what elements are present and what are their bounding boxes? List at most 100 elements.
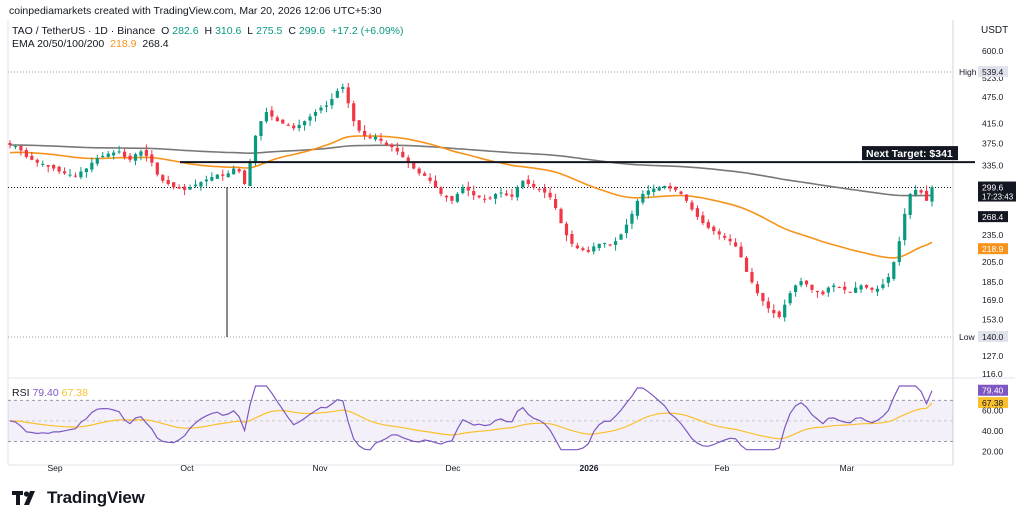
candle-body	[450, 195, 454, 201]
candle-body	[772, 309, 776, 314]
high-value: 539.4	[982, 67, 1004, 77]
candle-body	[286, 124, 290, 126]
candle-body	[52, 164, 56, 169]
candle-body	[379, 138, 383, 141]
ema50-box	[978, 243, 1008, 255]
ema-200-line	[10, 144, 933, 197]
candle-body	[412, 162, 416, 169]
candle-body	[684, 194, 689, 201]
currency-label[interactable]: USDT	[981, 25, 1009, 36]
candle-body	[406, 157, 410, 163]
countdown-value: 17:23:43	[982, 193, 1014, 202]
candle-body	[630, 213, 634, 224]
candle-body	[483, 198, 487, 200]
rsi-ma-line	[9, 402, 933, 440]
candle-body	[144, 150, 148, 156]
candle-body	[319, 107, 323, 111]
candle-body	[635, 200, 639, 216]
candle-body	[488, 197, 492, 199]
candle-body	[177, 186, 181, 189]
candle-body	[363, 130, 367, 136]
candle-body	[41, 163, 45, 165]
candle-body	[559, 208, 563, 224]
candle-body	[139, 151, 143, 156]
ema-legend: EMA 20/50/100/200 218.9 268.4	[12, 38, 172, 50]
candle-body	[106, 153, 110, 157]
candle-body	[586, 249, 590, 252]
target-label: Next Target: $341	[866, 148, 953, 160]
candle-body	[875, 288, 880, 292]
candle-body	[766, 301, 770, 309]
time-tick-label: Mar	[840, 463, 855, 473]
symbol-label[interactable]: TAO / TetherUS · 1D · Binance	[12, 25, 156, 37]
candle-body	[673, 186, 678, 190]
candle-body	[341, 86, 345, 90]
candle-body	[193, 184, 198, 187]
candle-body	[799, 281, 803, 286]
candle-body	[526, 179, 530, 185]
candle-body	[237, 169, 241, 172]
candle-body	[908, 193, 912, 215]
candle-body	[919, 190, 923, 193]
candle-body	[428, 177, 432, 181]
candle-body	[504, 193, 509, 196]
candle-body	[739, 246, 743, 258]
open-value: 282.6	[172, 25, 199, 37]
candle-body	[62, 171, 67, 174]
candle-body	[794, 285, 798, 293]
candle-body	[155, 162, 159, 175]
price-tick-label: 127.0	[982, 351, 1004, 361]
candle-body	[112, 152, 116, 156]
candle-body	[690, 202, 694, 210]
close-value: 299.6	[298, 25, 326, 37]
rsi-label[interactable]: RSI	[12, 387, 30, 399]
candle-body	[652, 188, 656, 192]
candle-body	[57, 166, 61, 172]
candle-body	[870, 287, 874, 290]
rsi-tick-label: 60.00	[982, 406, 1004, 416]
candle-body	[401, 151, 405, 157]
candle-body	[499, 192, 503, 194]
close-label: C	[288, 25, 296, 37]
high-label: High	[959, 67, 977, 77]
candle-body	[439, 187, 443, 194]
rsi-tick-label: 40.00	[982, 426, 1004, 436]
candle-body	[161, 175, 165, 181]
candle-body	[210, 177, 214, 181]
symbol-legend: TAO / TetherUS · 1D · Binance O 282.6 H 31…	[12, 25, 407, 37]
candle-body	[717, 231, 721, 235]
candle-body	[521, 180, 525, 187]
candle-body	[608, 244, 612, 246]
ema-value-2: 268.4	[142, 38, 169, 50]
time-tick-label: Feb	[715, 463, 730, 473]
price-tick-label: 205.0	[982, 257, 1004, 267]
candle-body	[79, 171, 83, 178]
candle-body	[821, 291, 825, 295]
time-tick-label: Dec	[445, 463, 461, 473]
ema-label[interactable]: EMA 20/50/100/200	[12, 38, 105, 50]
ema-50-line	[9, 135, 933, 259]
candle-body	[744, 257, 749, 272]
candle-body	[384, 142, 389, 146]
low-value: 275.5	[256, 25, 283, 37]
last-price-value: 299.6	[982, 183, 1004, 193]
candle-body	[646, 190, 650, 195]
candle-body	[548, 192, 552, 198]
candle-body	[275, 117, 279, 122]
tradingview-footer: TradingView	[12, 488, 145, 508]
candle-body	[90, 162, 94, 170]
candle-body	[897, 241, 901, 263]
ema-value-1: 218.9	[110, 38, 137, 50]
tradingview-brand[interactable]: TradingView	[47, 488, 145, 507]
candle-body	[755, 284, 760, 294]
candle-body	[423, 173, 427, 176]
candle-body	[832, 285, 836, 288]
candle-body	[930, 187, 934, 202]
time-tick-label: Oct	[180, 463, 194, 473]
price-tick-label: 235.0	[982, 230, 1004, 240]
candle-body	[133, 154, 138, 161]
candle-body	[232, 168, 236, 175]
ema200-value: 268.4	[982, 212, 1004, 222]
candle-body	[712, 226, 716, 232]
